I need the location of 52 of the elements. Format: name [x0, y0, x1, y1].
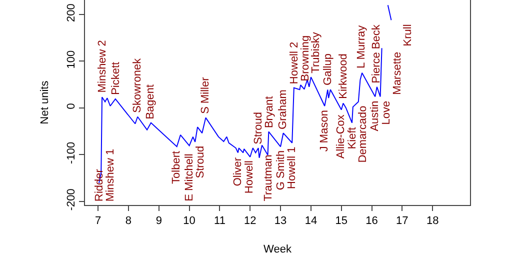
- annotation: Minshew 2: [96, 40, 108, 93]
- y-tick-label: 200: [66, 4, 78, 22]
- annotation: Skowronek: [131, 58, 144, 113]
- annotation: L Murray: [356, 24, 368, 68]
- y-tick-label: -100: [66, 142, 78, 164]
- x-tick-label: 17: [396, 215, 408, 228]
- annotation: Browning: [299, 35, 312, 82]
- y-tick-label: 100: [66, 50, 78, 69]
- x-tick-label: 18: [426, 215, 439, 228]
- annotation: Love: [380, 100, 392, 125]
- annotation: Bagent: [144, 84, 157, 120]
- annotation: Bryant: [264, 96, 276, 128]
- y-tick-label: 0: [66, 103, 78, 110]
- annotation: Pierce Beck: [370, 24, 383, 84]
- annotation: Allie-Cox: [335, 114, 348, 159]
- annotation: Stroud: [194, 146, 206, 178]
- x-tick-label: 7: [95, 215, 102, 228]
- annotation: S Miller: [200, 76, 212, 114]
- annotation: Howell 1: [286, 146, 298, 189]
- annotation: Stroud: [252, 112, 264, 144]
- x-tick-label: 13: [274, 215, 287, 228]
- x-tick-label: 9: [156, 215, 162, 228]
- y-tick-label: -200: [66, 188, 78, 211]
- annotation: Demarcado: [357, 106, 370, 163]
- x-tick-label: 16: [366, 215, 378, 228]
- annotation: G Smith: [274, 150, 287, 190]
- annotation: Trubisky: [310, 32, 322, 74]
- annotation: Krull: [402, 24, 414, 46]
- annotation: Trautman: [262, 154, 274, 202]
- annotation: J Mason: [318, 110, 331, 152]
- annotation: Tolbert: [170, 150, 183, 184]
- x-tick-label: 14: [304, 215, 318, 228]
- annotation: Kieft: [346, 127, 359, 150]
- annotation: Oliver: [232, 157, 244, 186]
- annotation: Howell: [244, 160, 256, 194]
- annotation: Pickett: [110, 62, 122, 95]
- x-tick-label: 11: [214, 215, 226, 228]
- x-tick-label: 10: [183, 215, 196, 228]
- annotation: Howell 2: [288, 42, 300, 84]
- x-tick-label: 12: [244, 215, 256, 228]
- x-tick-label: 15: [335, 215, 348, 228]
- annotation: Minshew 1: [104, 148, 116, 202]
- x-tick-label: 8: [125, 215, 132, 228]
- y-axis-title: Net units: [39, 80, 52, 124]
- annotation: Austin: [368, 100, 381, 132]
- annotation: Ridder: [93, 168, 106, 202]
- annotation: Kirkwood: [337, 54, 350, 99]
- annotation: E Mitchell: [183, 154, 196, 202]
- x-axis-title: Week: [264, 243, 292, 256]
- annotation: Gallup: [322, 54, 334, 86]
- annotation: Graham: [277, 90, 290, 130]
- annotation: Marsette: [392, 52, 404, 95]
